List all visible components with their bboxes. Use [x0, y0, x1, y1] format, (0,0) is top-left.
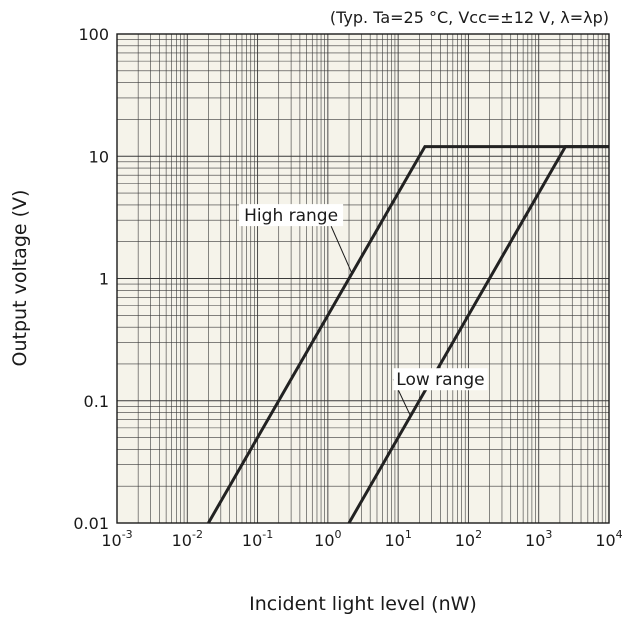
x-tick-label: 10-1 [242, 528, 273, 550]
x-tick-label: 101 [384, 528, 411, 550]
y-tick-label: 10 [89, 147, 109, 166]
x-tick-labels: 10-3 10-2 10-1 100 101 102 103 104 [101, 528, 622, 550]
y-tick-labels: 0.01 0.1 1 10 100 [73, 25, 109, 533]
x-tick-label: 100 [314, 528, 341, 550]
x-tick-label: 103 [525, 528, 552, 550]
annotation-label-high-range: High range [244, 206, 338, 226]
x-tick-label: 104 [595, 528, 622, 550]
x-tick-label: 10-2 [172, 528, 203, 550]
annotation-box-low-range [393, 368, 488, 391]
series-line-low-range [347, 145, 609, 524]
y-tick-label: 1 [99, 270, 109, 289]
annotations: High range Low range [239, 204, 488, 417]
y-tick-label: 0.01 [73, 514, 109, 533]
conditions-text: (Typ. Ta=25 °C, Vcc=±12 V, λ=λp) [330, 8, 609, 27]
annotation-label-low-range: Low range [396, 370, 484, 390]
annotation-leader-high-range [330, 225, 353, 274]
x-tick-label: 102 [455, 528, 482, 550]
y-axis-label: Output voltage (V) [9, 190, 31, 367]
y-tick-label: 0.1 [84, 392, 109, 411]
x-tick-label: 10-3 [101, 528, 132, 550]
series-lines [207, 145, 609, 524]
x-axis-label: Incident light level (nW) [249, 593, 477, 615]
y-tick-label: 100 [78, 25, 109, 44]
series-line-high-range [207, 145, 609, 524]
annotation-box-high-range [239, 204, 344, 227]
plot-frame [116, 33, 610, 524]
